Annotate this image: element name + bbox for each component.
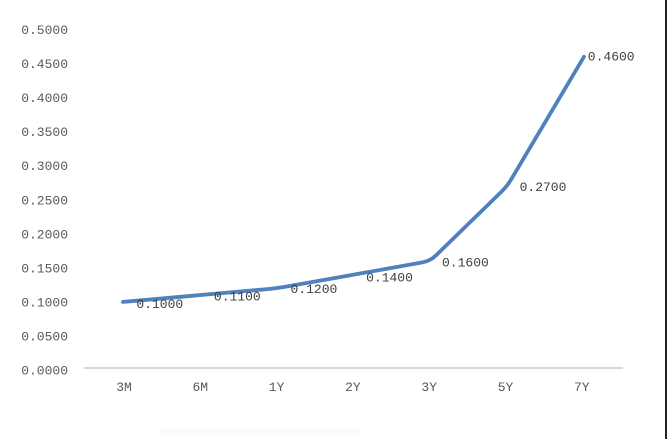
- svg-text:0.1000: 0.1000: [21, 295, 68, 310]
- svg-text:3M: 3M: [116, 380, 132, 395]
- svg-text:0.1500: 0.1500: [21, 261, 68, 276]
- svg-text:0.4000: 0.4000: [21, 91, 68, 106]
- svg-text:0.1200: 0.1200: [291, 282, 338, 297]
- svg-text:0.1100: 0.1100: [214, 290, 261, 305]
- svg-text:0.3500: 0.3500: [21, 125, 68, 140]
- svg-text:0.1600: 0.1600: [442, 255, 489, 270]
- svg-text:0.2500: 0.2500: [21, 193, 68, 208]
- svg-text:5Y: 5Y: [498, 380, 514, 395]
- svg-text:1Y: 1Y: [269, 380, 285, 395]
- svg-text:0.1400: 0.1400: [366, 270, 413, 285]
- svg-text:6M: 6M: [192, 380, 208, 395]
- svg-text:0.5000: 0.5000: [21, 23, 68, 38]
- svg-text:0.0000: 0.0000: [21, 364, 68, 379]
- svg-text:0.2700: 0.2700: [520, 180, 567, 195]
- svg-text:3Y: 3Y: [421, 380, 437, 395]
- svg-text:0.2000: 0.2000: [21, 227, 68, 242]
- svg-text:7Y: 7Y: [574, 380, 590, 395]
- svg-text:2Y: 2Y: [345, 380, 361, 395]
- svg-text:0.4500: 0.4500: [21, 57, 68, 72]
- svg-text:0.1000: 0.1000: [136, 297, 183, 312]
- svg-text:0.4600: 0.4600: [588, 50, 635, 65]
- svg-text:0.0500: 0.0500: [21, 330, 68, 345]
- svg-text:0.3000: 0.3000: [21, 159, 68, 174]
